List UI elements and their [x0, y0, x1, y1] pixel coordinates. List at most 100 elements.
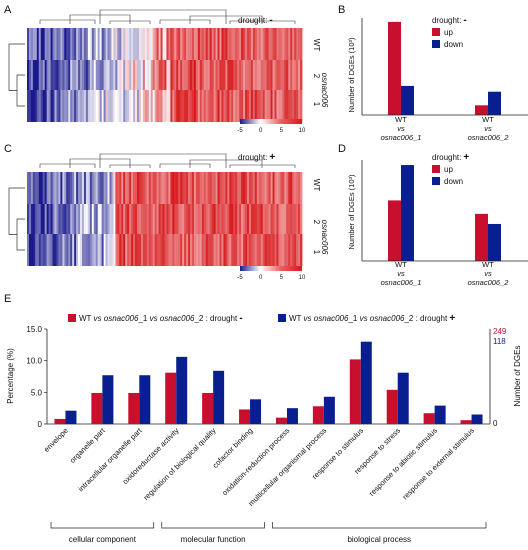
heatmap-cell [270, 204, 273, 234]
y-tick-label: 15.0 [26, 325, 42, 334]
heatmap-cell [82, 90, 85, 122]
heatmap-cell [89, 172, 93, 204]
heatmap-cell [140, 234, 144, 266]
heatmap-cell [243, 204, 246, 234]
heatmap-cell [109, 90, 112, 122]
heatmap-cell [223, 90, 226, 122]
heatmap-cell [83, 28, 87, 60]
heatmap-cell [38, 234, 42, 266]
heatmap-a-cells [27, 28, 303, 122]
heatmap-cell [97, 60, 101, 90]
heatmap-cell [91, 28, 95, 60]
heatmap-cell [231, 28, 234, 60]
bar-up [475, 213, 488, 261]
heatmap-cell [184, 234, 187, 266]
heatmap-cell [229, 204, 232, 234]
heatmap-cell [174, 172, 177, 204]
chart-e-legend: WT vs osnac006_1 vs osnac006_2 : drought… [68, 313, 455, 324]
heatmap-cell [133, 60, 136, 90]
heatmap-cell [180, 60, 183, 90]
heatmap-cell [258, 90, 262, 122]
heatmap-c-colorbar: -5 0 5 10 [237, 266, 306, 281]
heatmap-a-dendrogram-top [39, 9, 296, 24]
heatmap-cell [205, 234, 209, 266]
heatmap-cell [180, 90, 183, 122]
heatmap-cell [91, 90, 95, 122]
heatmap-cell [197, 234, 201, 266]
chart-d-xlabel-2: WT vs osnac006_2 [468, 260, 510, 287]
bar-drought-plus [286, 408, 298, 424]
heatmap-cell [274, 234, 277, 266]
heatmap-cell [105, 28, 108, 60]
heatmap-cell [103, 234, 106, 266]
heatmap-cell [192, 204, 195, 234]
heatmap-cell [195, 90, 199, 122]
heatmap-c-row-label-wt: WT [312, 179, 321, 192]
heatmap-cell [168, 90, 171, 122]
heatmap-cell [66, 172, 69, 204]
heatmap-cell [182, 172, 185, 204]
heatmap-cell [36, 28, 40, 60]
dendrogram-branch [39, 163, 96, 168]
heatmap-cell [85, 172, 89, 204]
heatmap-cell [48, 60, 51, 90]
heatmap-cell [80, 60, 83, 90]
heatmap-cell [170, 28, 173, 60]
heatmap-cell [262, 90, 266, 122]
dendrogram-branch [229, 164, 296, 168]
heatmap-cell [103, 28, 106, 60]
chart-b-legend-swatch-down [432, 40, 440, 48]
heatmap-cell [225, 90, 228, 122]
heatmap-cell [121, 60, 124, 90]
heatmap-cell [89, 234, 93, 266]
heatmap-cell [280, 234, 283, 266]
heatmap-cell [125, 234, 128, 266]
heatmap-cell [113, 172, 116, 204]
heatmap-cell [76, 204, 79, 234]
heatmap-cell [274, 28, 277, 60]
heatmap-cell [272, 204, 275, 234]
panel-letter-c: C [4, 143, 12, 155]
xlabel-line: vs [397, 269, 405, 278]
heatmap-cell [178, 204, 181, 234]
heatmap-cell [292, 60, 295, 90]
heatmap-cell [241, 90, 244, 122]
heatmap-cell [27, 204, 30, 234]
heatmap-cell [117, 28, 120, 60]
heatmap-cell [294, 90, 297, 122]
bar-down [488, 223, 501, 261]
heatmap-cell [280, 172, 283, 204]
heatmap-cell [188, 172, 191, 204]
heatmap-cell [211, 234, 214, 266]
heatmap-cell [107, 28, 110, 60]
heatmap-cell [119, 60, 122, 90]
category-label: organelle part [68, 425, 107, 464]
panel-letter-b: B [338, 4, 345, 16]
heatmap-cell [197, 60, 201, 90]
heatmap-cell [54, 90, 57, 122]
heatmap-cell [166, 204, 169, 234]
heatmap-cell [103, 90, 106, 122]
chart-d-xlabel-1: WT vs osnac006_1 [381, 260, 422, 287]
heatmap-cell [93, 204, 97, 234]
heatmap-cell [227, 90, 230, 122]
heatmap-cell [70, 204, 73, 234]
heatmap-cell [241, 172, 244, 204]
bar-drought-plus [360, 341, 372, 424]
heatmap-cell [28, 172, 32, 204]
heatmap-cell [72, 60, 75, 90]
colorbar-tick: 5 [280, 128, 284, 134]
heatmap-cell [172, 28, 175, 60]
heatmap-cell [142, 204, 146, 234]
heatmap-cell [66, 204, 69, 234]
heatmap-cell [258, 234, 262, 266]
heatmap-cell [239, 60, 242, 90]
heatmap-a-row-label-1: 1 [312, 102, 321, 107]
heatmap-cell [178, 90, 181, 122]
heatmap-cell [184, 60, 187, 90]
heatmap-cell [195, 204, 199, 234]
heatmap-cell [93, 60, 97, 90]
heatmap-cell [207, 234, 211, 266]
heatmap-cell [38, 172, 42, 204]
heatmap-cell [268, 172, 271, 204]
